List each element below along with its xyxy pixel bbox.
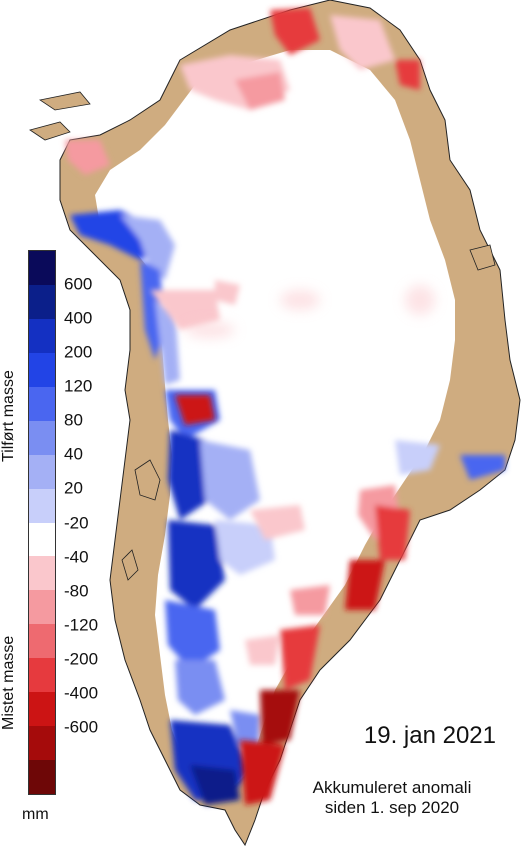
colorbar-swatch	[29, 454, 55, 489]
tick-label: -400	[64, 683, 99, 703]
tick-label: -80	[64, 581, 89, 601]
caption-line-2: siden 1. sep 2020	[324, 798, 460, 817]
date-label: 19. jan 2021	[363, 722, 496, 749]
colorbar-swatch	[29, 352, 55, 387]
mass-gain-areas	[70, 210, 505, 805]
colorbar-swatch	[29, 590, 55, 625]
colorbar-swatch	[29, 488, 55, 523]
tick-label: -40	[64, 547, 89, 567]
tick-label: 20	[64, 478, 83, 498]
tick-label: 200	[64, 342, 93, 362]
loss-axis-title: Mistet masse	[0, 635, 17, 730]
coastal-islands	[29, 91, 496, 581]
colorbar-swatch	[29, 420, 55, 455]
colorbar-swatch	[29, 556, 55, 591]
colorbar	[28, 250, 56, 795]
tick-label: 600	[64, 274, 93, 294]
caption-line-1: Akkumuleret anomali	[312, 778, 472, 797]
tick-label: -600	[64, 717, 99, 737]
colorbar-swatch	[29, 386, 55, 421]
tick-label: -120	[64, 615, 99, 635]
mass-loss-areas	[65, 8, 420, 805]
tick-label: 120	[64, 376, 93, 396]
colorbar-swatch	[29, 692, 55, 727]
tick-label: -20	[64, 513, 89, 532]
colorbar-swatch	[29, 318, 55, 353]
tick-label: 400	[64, 308, 93, 328]
tick-label: 40	[64, 444, 83, 464]
unit-label: mm	[22, 806, 49, 823]
ice-texture	[185, 285, 435, 338]
colorbar-swatch	[29, 624, 55, 659]
colorbar-swatch	[29, 760, 55, 794]
colorbar-swatch	[29, 251, 55, 285]
gain-axis-title: Tilført masse	[0, 370, 17, 462]
colorbar-swatch	[29, 726, 55, 761]
tick-label: 80	[64, 410, 83, 430]
colorbar-swatch	[29, 522, 55, 557]
colorbar-swatch	[29, 658, 55, 693]
tick-label: -200	[64, 649, 99, 669]
caption: Akkumuleret anomali siden 1. sep 2020	[272, 778, 512, 818]
colorbar-swatch	[29, 284, 55, 319]
